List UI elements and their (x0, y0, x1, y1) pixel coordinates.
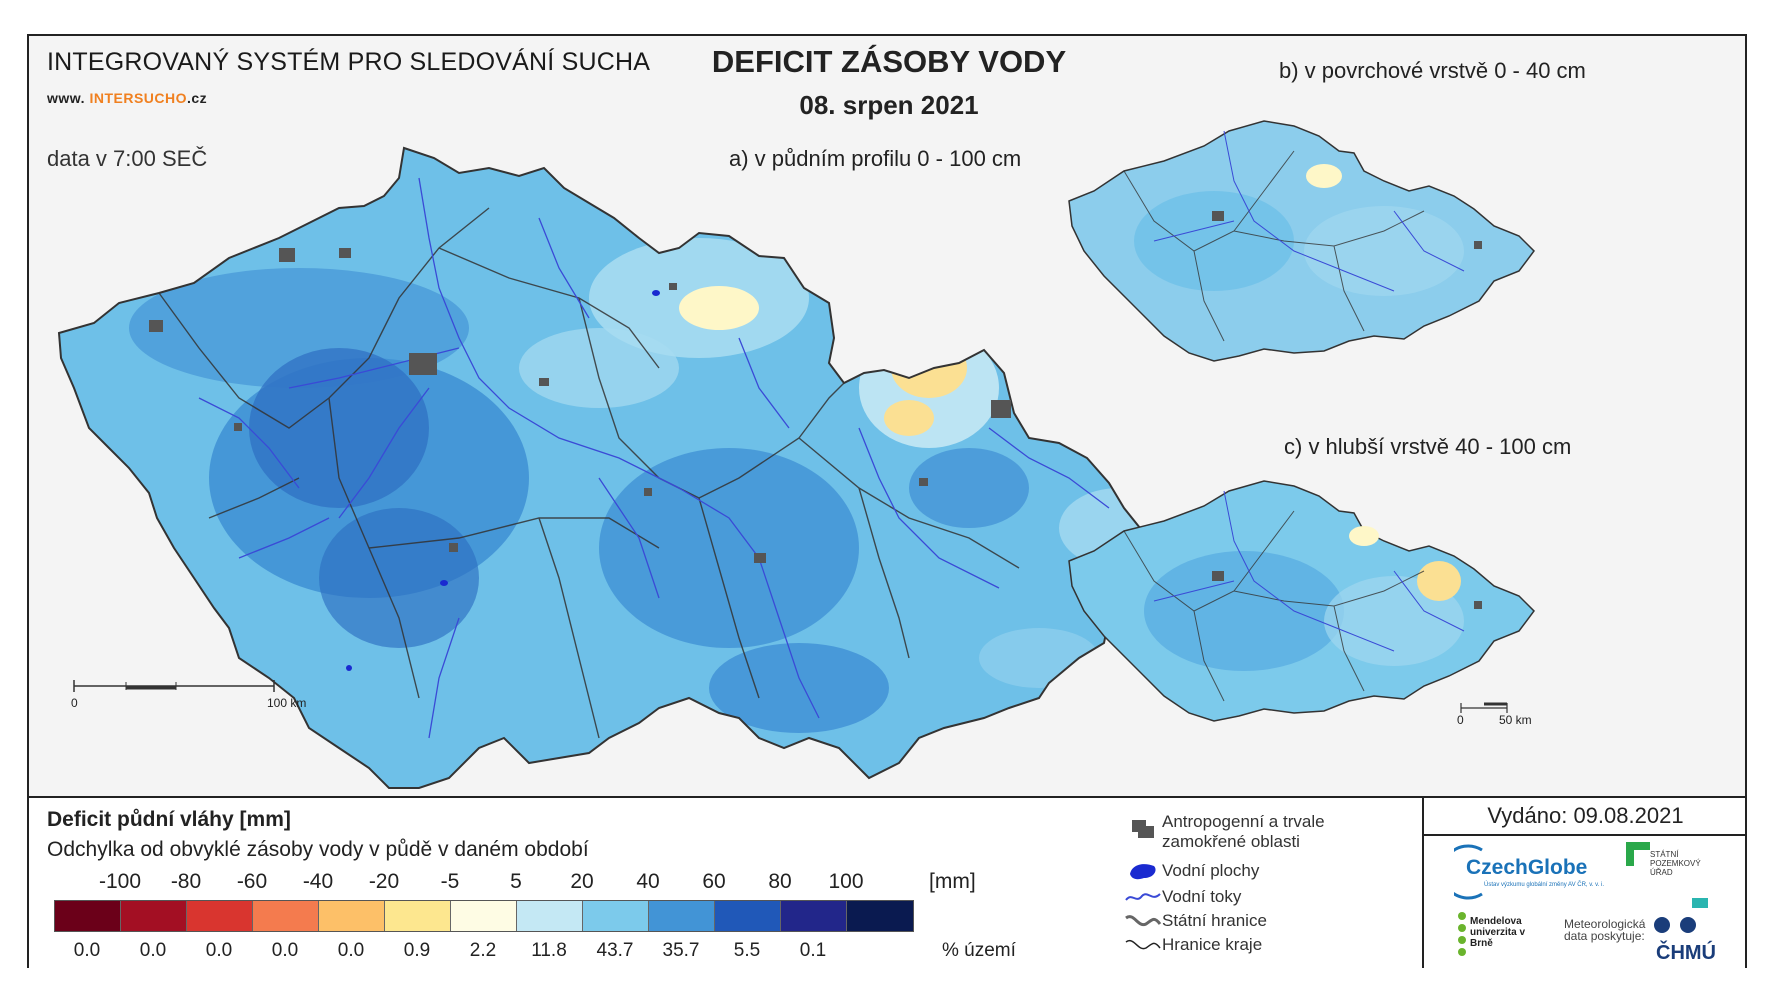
legend-swatch (781, 901, 847, 931)
legend-percent: 0.0 (73, 940, 101, 961)
legend-unit-mm: [mm] (929, 870, 976, 893)
legend-percent: 5.5 (733, 940, 761, 961)
issued-date: Vydáno: 09.08.2021 (1424, 798, 1747, 836)
issuer-panel: Vydáno: 09.08.2021 CzechGlobe Ústav výzk… (1422, 798, 1747, 968)
map-b (1068, 120, 1535, 362)
legend-tick-label: 60 (702, 870, 726, 893)
legend-tick-label: -5 (440, 870, 460, 893)
website-link[interactable]: www. INTERSUCHO.cz (47, 90, 207, 106)
legend-percent: 0.0 (271, 940, 299, 961)
legend-swatch (517, 901, 583, 931)
legend-swatch (253, 901, 319, 931)
map-a-title: a) v půdním profilu 0 - 100 cm (729, 146, 1022, 171)
legend-swatch (55, 901, 121, 931)
legend-swatch (385, 901, 451, 931)
legend-percent: 0.0 (337, 940, 365, 961)
meteo-text: Meteorologická data poskytuje: (1564, 917, 1646, 943)
legend-tick-label: -20 (368, 870, 400, 893)
main-title: DEFICIT ZÁSOBY VODY (711, 44, 1067, 79)
legend-tick-label: -80 (170, 870, 202, 893)
legend-subtitle: Odchylka od obvyklé zásoby vody v půdě v… (47, 838, 589, 861)
legend-swatch (649, 901, 715, 931)
legend-swatch (121, 901, 187, 931)
region-border-icon (1125, 939, 1161, 950)
map-b-title: b) v povrchové vrstvě 0 - 40 cm (1279, 58, 1586, 83)
anthropogenic-icon (1132, 820, 1154, 838)
main-scale-end: 100 km (267, 696, 307, 710)
legend-percent: 0.0 (139, 940, 167, 961)
mendel-logo (1458, 912, 1466, 956)
legend-percent: 11.8 (531, 940, 567, 961)
legend-tick-label: -40 (302, 870, 334, 893)
legend-tick-label: 100 (828, 870, 864, 893)
legend-swatch (847, 901, 913, 931)
main-date: 08. srpen 2021 (799, 90, 979, 120)
legend-panel: Deficit půdní vláhy [mm] Odchylka od obv… (29, 796, 1747, 968)
key-state-border: Státní hranice (1162, 911, 1267, 930)
spu-accent (1692, 898, 1708, 908)
main-scale-start: 0 (71, 696, 78, 710)
small-scale-start: 0 (1457, 713, 1464, 727)
legend-percent: 0.1 (799, 940, 827, 961)
legend-tick-label: -100 (98, 870, 142, 893)
legend-tick-label: 20 (570, 870, 594, 893)
legend-color-ramp (54, 900, 914, 932)
legend-percent: 43.7 (596, 940, 634, 961)
small-scale-bar (1460, 702, 1508, 713)
key-rivers: Vodní toky (1162, 887, 1242, 906)
legend-swatch (319, 901, 385, 931)
state-border-icon (1125, 915, 1162, 927)
spu-logo-bar (1626, 842, 1650, 850)
legend-percent: 2.2 (469, 940, 497, 961)
chmu-name: ČHMÚ (1656, 942, 1716, 964)
key-region-border: Hranice kraje (1162, 935, 1263, 954)
legend-tick-label: 40 (636, 870, 660, 893)
key-water-bodies: Vodní plochy (1162, 861, 1260, 880)
czechglobe-subtitle: Ústav výzkumu globální změny AV ČR, v. v… (1484, 882, 1605, 888)
river-icon (1125, 893, 1161, 901)
map-frame: INTEGROVANÝ SYSTÉM PRO SLEDOVÁNÍ SUCHA w… (27, 34, 1747, 968)
map-area: INTEGROVANÝ SYSTÉM PRO SLEDOVÁNÍ SUCHA w… (29, 36, 1745, 796)
main-map (57, 146, 1201, 789)
spu-name: STÁTNÍ POZEMKOVÝ ÚŘAD (1650, 850, 1701, 877)
system-title: INTEGROVANÝ SYSTÉM PRO SLEDOVÁNÍ SUCHA (47, 48, 651, 76)
legend-percent: 0.9 (403, 940, 431, 961)
small-scale-end: 50 km (1499, 713, 1532, 727)
legend-swatch (715, 901, 781, 931)
key-anthropogenic: Antropogenní a trvale zamokřené oblasti (1162, 812, 1325, 851)
legend-percent: 0.0 (205, 940, 233, 961)
legend-swatch (187, 901, 253, 931)
data-time: data v 7:00 SEČ (47, 146, 208, 171)
chmu-logo (1654, 917, 1696, 933)
legend-tick-label: 80 (768, 870, 792, 893)
legend-swatch (451, 901, 517, 931)
czechglobe-logo (1454, 844, 1483, 900)
legend-tick-label: -60 (236, 870, 268, 893)
website-prefix: www. (47, 90, 90, 106)
mendel-name: Mendelova univerzita v Brně (1470, 916, 1526, 949)
website-main: INTERSUCHO (89, 90, 187, 106)
water-body-icon (1130, 864, 1156, 880)
legend-unit-percent: % území (942, 940, 1016, 961)
main-scale-bar (73, 680, 275, 692)
legend-tick-label: 5 (510, 870, 522, 893)
legend-title: Deficit půdní vláhy [mm] (47, 808, 291, 831)
website-suffix: .cz (187, 90, 208, 106)
map-c (1068, 480, 1535, 722)
legend-percent: 35.7 (662, 940, 700, 961)
czechglobe-name: CzechGlobe (1466, 856, 1588, 879)
spu-logo-mark (1626, 842, 1634, 866)
legend-swatch (583, 901, 649, 931)
map-c-title: c) v hlubší vrstvě 40 - 100 cm (1284, 434, 1572, 459)
